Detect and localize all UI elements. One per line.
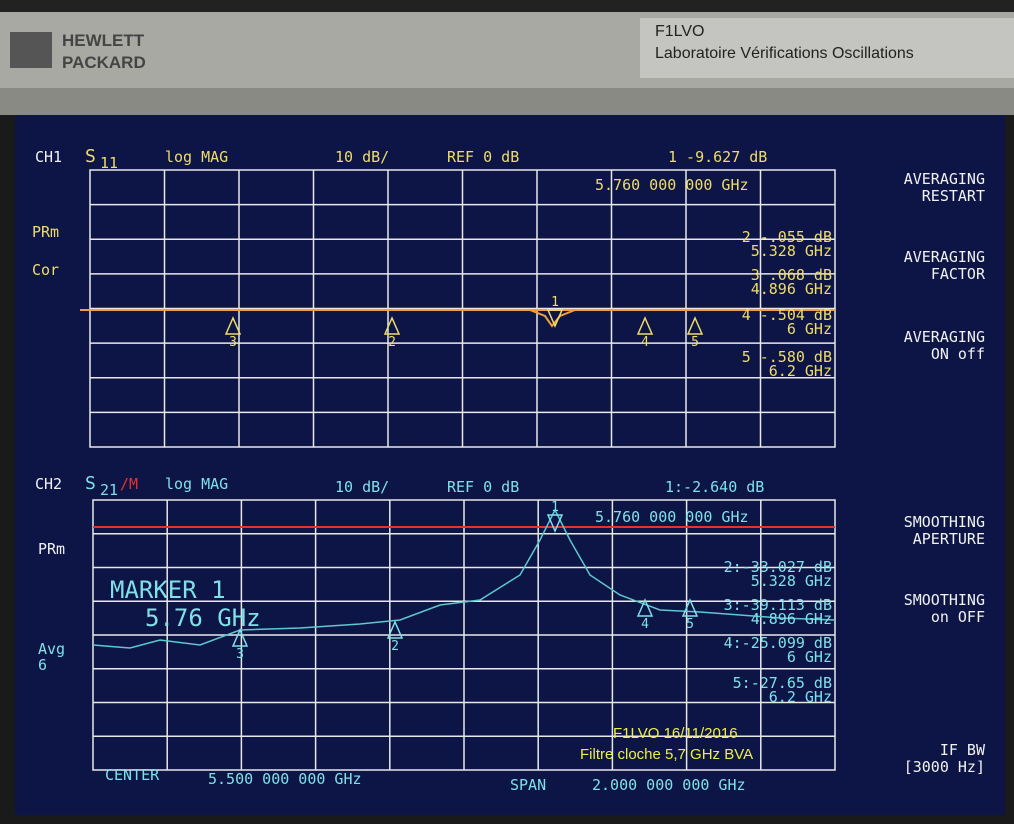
marker-flag-label: 5 (691, 335, 699, 350)
label: F1LVO (655, 24, 705, 40)
format: log MAG (165, 150, 228, 165)
marker-freq: 6.2 GHz (640, 364, 832, 379)
footer: 2.000 000 000 GHz (592, 778, 746, 793)
softkey: FACTOR (820, 267, 985, 282)
softkey: ON off (820, 347, 985, 362)
left-label: PRm (38, 542, 65, 557)
softkey: RESTART (820, 189, 985, 204)
param: S (85, 475, 96, 493)
param: S (85, 148, 96, 166)
marker-flag-label: 2 (388, 335, 396, 350)
marker-freq: 6 GHz (640, 650, 832, 665)
left-label: Cor (32, 263, 59, 278)
marker-flag-label: 1 (551, 500, 559, 515)
ref: REF 0 dB (447, 150, 519, 165)
softkey: AVERAGING (820, 250, 985, 265)
marker-freq: 4.896 GHz (640, 612, 832, 627)
marker-flag-label: 2 (391, 639, 399, 654)
annotation: 5.76 GHz (145, 606, 261, 630)
left-label: PRm (32, 225, 59, 240)
left-label: 6 (38, 658, 47, 673)
annotation: MARKER 1 (110, 578, 226, 602)
softkey: IF BW (820, 743, 985, 758)
footer: 5.500 000 000 GHz (208, 772, 362, 787)
softkey: on OFF (820, 610, 985, 625)
screen: 3214532145 HEWLETT PACKARD F1LVO Laborat… (0, 0, 1014, 824)
marker-flag-label: 1 (551, 295, 559, 310)
freq: 5.760 000 000 GHz (595, 178, 749, 193)
brand: HEWLETT (62, 32, 144, 49)
brand: PACKARD (62, 54, 146, 71)
channel: CH1 (35, 150, 62, 165)
freq: 5.760 000 000 GHz (595, 510, 749, 525)
marker-freq: 6.2 GHz (640, 690, 832, 705)
left-label: Avg (38, 642, 65, 657)
channel: CH2 (35, 477, 62, 492)
readout: 1 -9.627 dB (668, 150, 767, 165)
layout: 3214532145 (0, 0, 1014, 824)
overlay: F1LVO 16/11/2016 (613, 726, 738, 741)
marker-flag-label: 3 (229, 335, 237, 350)
format: log MAG (165, 477, 228, 492)
footer: CENTER (105, 768, 159, 783)
softkey: SMOOTHING (820, 515, 985, 530)
label: Laboratoire Vérifications Oscillations (655, 46, 914, 62)
marker-freq: 6 GHz (640, 322, 832, 337)
softkey: APERTURE (820, 532, 985, 547)
softkey: [3000 Hz] (820, 760, 985, 775)
readout: 1:-2.640 dB (665, 480, 764, 495)
param-suffix: /M (120, 477, 138, 492)
softkey: SMOOTHING (820, 593, 985, 608)
footer: SPAN (510, 778, 546, 793)
overlay: Filtre cloche 5,7 GHz BVA (580, 747, 753, 762)
marker-freq: 5.328 GHz (640, 574, 832, 589)
marker-flag-label: 4 (641, 335, 649, 350)
softkey: AVERAGING (820, 330, 985, 345)
scale: 10 dB/ (335, 480, 389, 495)
param-sub: 11 (100, 156, 118, 171)
softkey: AVERAGING (820, 172, 985, 187)
marker-freq: 4.896 GHz (640, 282, 832, 297)
scale: 10 dB/ (335, 150, 389, 165)
param-sub: 21 (100, 483, 118, 498)
ref: REF 0 dB (447, 480, 519, 495)
marker-flag-label: 3 (236, 647, 244, 662)
marker-freq: 5.328 GHz (640, 244, 832, 259)
